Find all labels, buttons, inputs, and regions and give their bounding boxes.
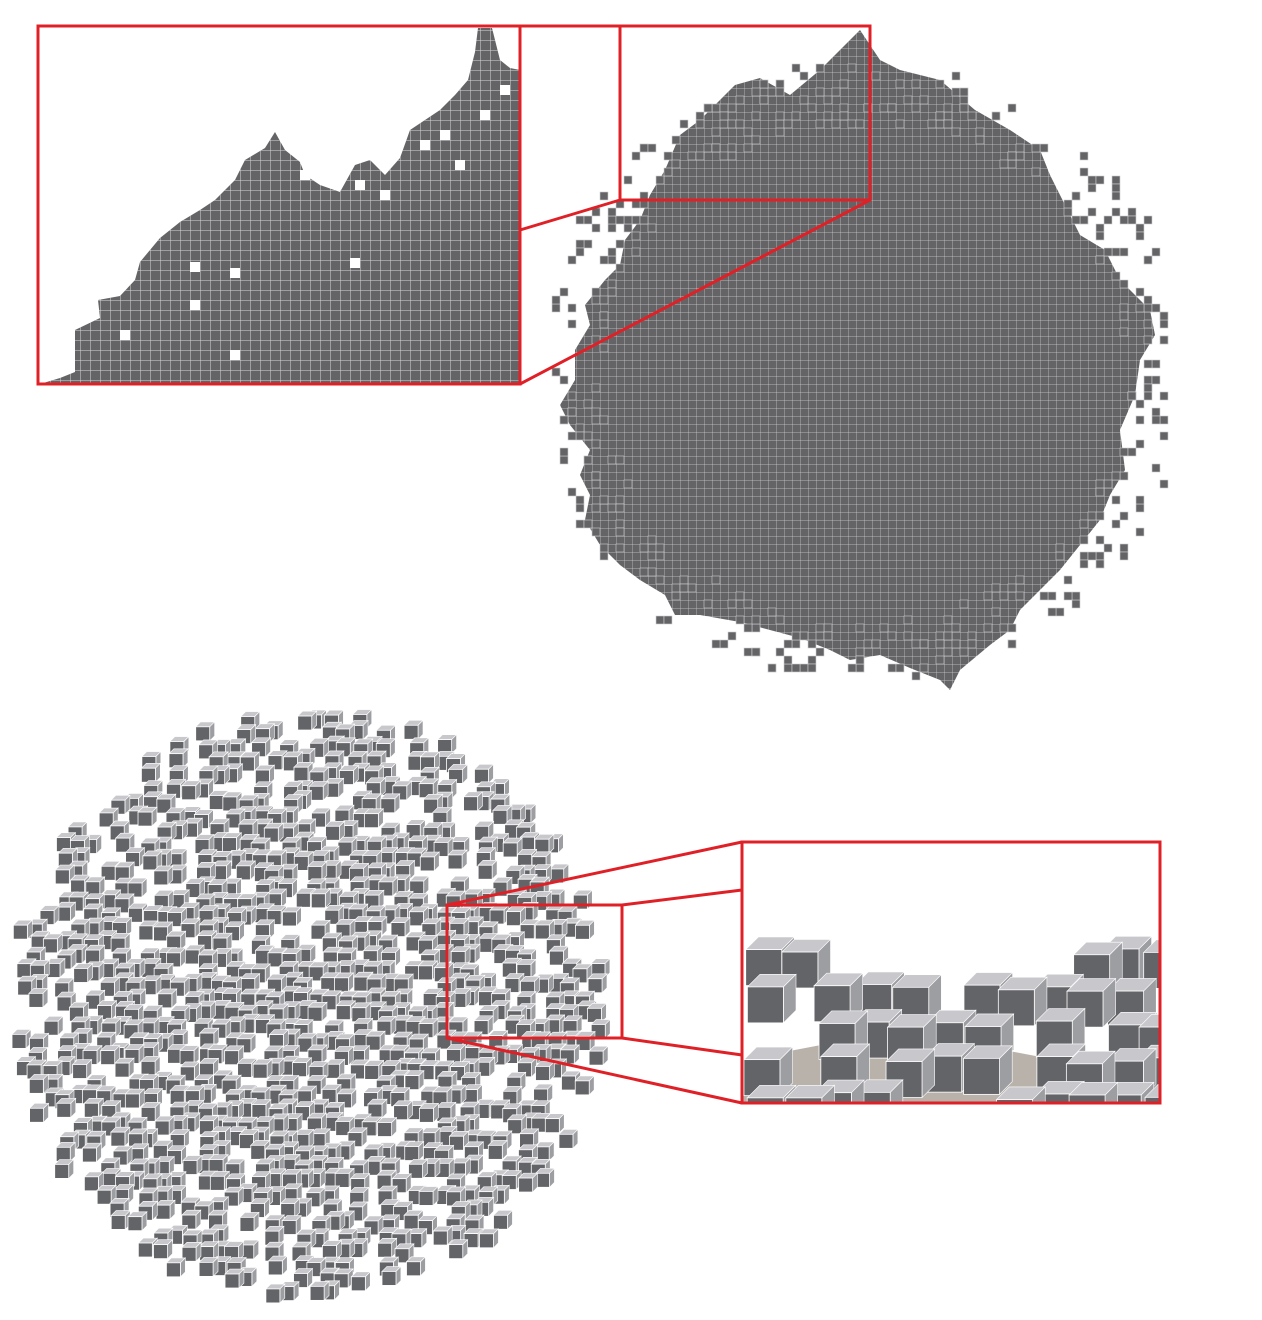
inset-top-voxels <box>40 28 520 384</box>
inset-bottom-cubes <box>742 935 1160 1103</box>
cluster-2d-body <box>560 30 1155 690</box>
inset-bottom-frame <box>740 840 1162 1105</box>
top-zoom-inset <box>36 24 522 386</box>
top-source-region-frame <box>618 24 872 202</box>
cluster-2d-edge-voxels <box>551 63 1169 681</box>
bottom-source-region-frame <box>445 903 624 1040</box>
bottom-zoom-inset <box>740 840 1162 1105</box>
bottom-zoom-connectors <box>446 840 743 1105</box>
inset-top-gaps <box>120 85 510 360</box>
inset-top-frame <box>36 24 522 386</box>
bottom-cluster-3d <box>11 708 611 1304</box>
top-cluster-2d <box>551 30 1169 690</box>
